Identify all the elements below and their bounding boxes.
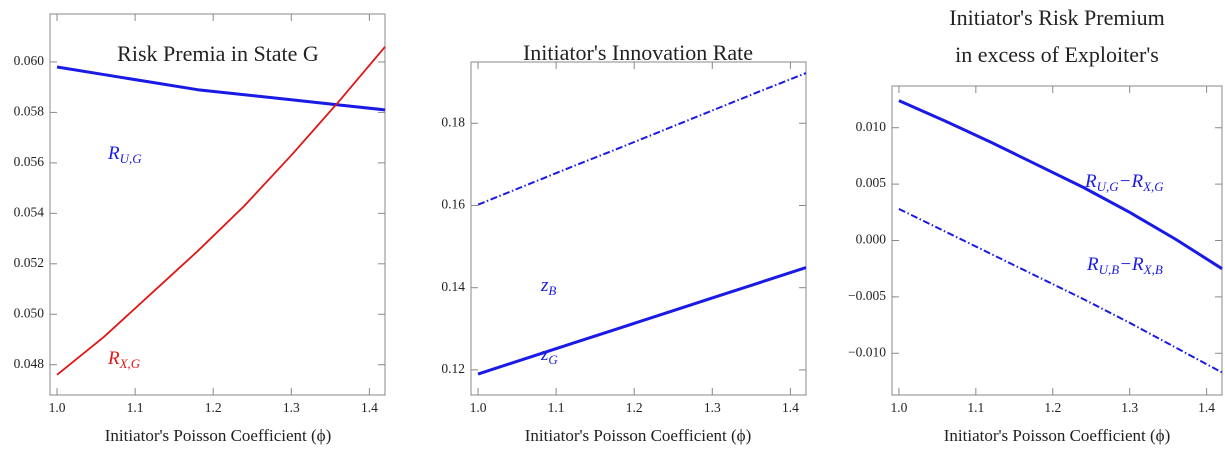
y-tick-label: 0.18 bbox=[441, 114, 465, 129]
y-tick-label: 0.048 bbox=[14, 356, 45, 371]
annotation-sub: U,G bbox=[120, 151, 143, 166]
x-tick-label: 1.1 bbox=[127, 400, 144, 415]
line-series bbox=[898, 99, 1223, 270]
y-tick-label: 0.12 bbox=[441, 361, 465, 376]
annotation-main: R bbox=[107, 143, 120, 164]
y-tick-label: 0.058 bbox=[14, 103, 45, 118]
chart-title: Risk Premia in State G bbox=[117, 41, 319, 66]
y-tick-label: 0.000 bbox=[856, 232, 887, 247]
annotation-sub: X,G bbox=[1142, 179, 1164, 194]
annotation-sub: X,G bbox=[119, 356, 141, 371]
annotation-sub: B bbox=[548, 283, 556, 298]
annotation-main: −R bbox=[1119, 171, 1144, 192]
line-series bbox=[477, 266, 807, 376]
x-tick-label: 1.0 bbox=[890, 400, 907, 415]
chart-title: Initiator's Innovation Rate bbox=[523, 40, 753, 65]
chart-title: Initiator's Risk Premium bbox=[949, 5, 1164, 30]
y-tick-label: 0.14 bbox=[441, 279, 465, 294]
x-tick-label: 1.2 bbox=[626, 400, 643, 415]
x-tick-label: 1.4 bbox=[782, 400, 799, 415]
y-tick-label: 0.005 bbox=[856, 175, 887, 190]
panel: Risk Premia in State G Initiator's Poisso… bbox=[14, 13, 386, 445]
annotation-main: R bbox=[1086, 254, 1099, 275]
y-tick-label: 0.054 bbox=[14, 204, 45, 219]
annotation: RU,G bbox=[107, 143, 142, 166]
annotation-main: R bbox=[1084, 171, 1097, 192]
y-tick-label: 0.060 bbox=[14, 53, 45, 68]
annotation-main: z bbox=[540, 275, 549, 296]
line-series bbox=[56, 46, 386, 376]
annotation-sub: X,B bbox=[1143, 262, 1163, 277]
x-axis-label: Initiator's Poisson Coefficient (ϕ) bbox=[105, 426, 332, 445]
y-tick-label: −0.005 bbox=[848, 288, 886, 303]
plot-frame bbox=[470, 61, 807, 396]
annotation: zG bbox=[540, 344, 558, 367]
plot-frame bbox=[891, 85, 1223, 396]
y-tick-label: −0.010 bbox=[848, 344, 886, 359]
line-series bbox=[56, 65, 386, 112]
annotation-main: −R bbox=[1119, 254, 1144, 275]
x-tick-label: 1.3 bbox=[1121, 400, 1138, 415]
line-series bbox=[898, 208, 1223, 374]
annotation: RX,G bbox=[107, 348, 141, 371]
x-tick-label: 1.2 bbox=[1044, 400, 1061, 415]
x-tick-label: 1.1 bbox=[548, 400, 565, 415]
annotation-sub: U,B bbox=[1099, 262, 1120, 277]
x-tick-label: 1.0 bbox=[470, 400, 487, 415]
x-tick-label: 1.0 bbox=[49, 400, 66, 415]
plot-frame bbox=[49, 13, 386, 396]
y-tick-label: 0.050 bbox=[14, 305, 45, 320]
annotation: RU,B−RX,B bbox=[1086, 254, 1163, 277]
x-tick-label: 1.3 bbox=[283, 400, 300, 415]
line-series bbox=[477, 72, 807, 206]
annotation-main: z bbox=[540, 344, 549, 365]
panel: Initiator's Innovation Rate Initiator's P… bbox=[441, 40, 807, 445]
y-tick-label: 0.056 bbox=[14, 154, 45, 169]
annotation: RU,G−RX,G bbox=[1084, 171, 1164, 194]
x-tick-label: 1.2 bbox=[205, 400, 222, 415]
y-tick-label: 0.010 bbox=[856, 119, 887, 134]
x-tick-label: 1.4 bbox=[1198, 400, 1215, 415]
x-tick-label: 1.3 bbox=[704, 400, 721, 415]
annotation-sub: U,G bbox=[1097, 179, 1120, 194]
x-tick-label: 1.1 bbox=[967, 400, 984, 415]
panel: Initiator's Risk Premium in excess of Exp… bbox=[848, 5, 1223, 445]
y-tick-label: 0.16 bbox=[441, 197, 465, 212]
annotation-main: R bbox=[107, 348, 120, 369]
x-axis-label: Initiator's Poisson Coefficient (ϕ) bbox=[944, 426, 1171, 445]
x-tick-label: 1.4 bbox=[361, 400, 378, 415]
chart-title: in excess of Exploiter's bbox=[955, 42, 1159, 67]
x-axis-label: Initiator's Poisson Coefficient (ϕ) bbox=[525, 426, 752, 445]
y-tick-label: 0.052 bbox=[14, 255, 44, 270]
annotation: zB bbox=[540, 275, 556, 298]
annotation-sub: G bbox=[548, 352, 558, 367]
